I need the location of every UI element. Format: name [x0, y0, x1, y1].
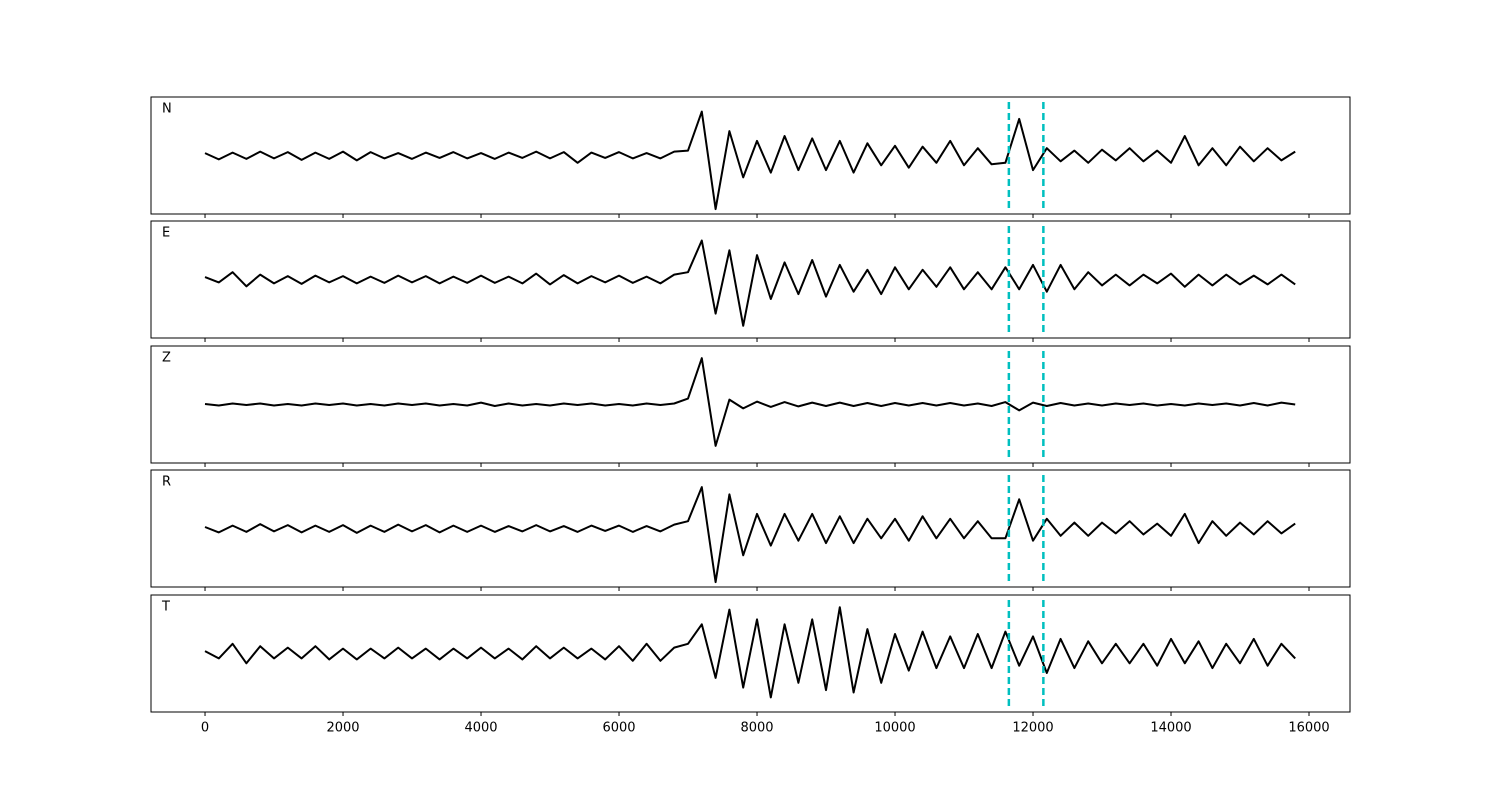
- x-tick-label: 0: [201, 721, 209, 736]
- panel-label: R: [162, 475, 171, 490]
- panel-label: E: [162, 226, 170, 241]
- panel-label: T: [161, 600, 170, 615]
- trace: [204, 239, 1296, 327]
- x-tick-label: 4000: [464, 721, 497, 736]
- x-tick-label: 16000: [1288, 721, 1329, 736]
- x-tick-label: 6000: [602, 721, 635, 736]
- trace: [204, 110, 1296, 211]
- panel-label: Z: [162, 351, 171, 366]
- panel-frame: [150, 220, 1351, 339]
- panel-label: N: [162, 102, 172, 117]
- x-tick-label: 10000: [874, 721, 915, 736]
- x-tick-label: 8000: [740, 721, 773, 736]
- x-tick-label: 2000: [326, 721, 359, 736]
- panel-frame: [150, 469, 1351, 588]
- trace: [204, 486, 1296, 584]
- x-tick-label: 14000: [1150, 721, 1191, 736]
- trace: [204, 606, 1296, 699]
- trace: [204, 357, 1296, 447]
- x-tick-label: 12000: [1012, 721, 1053, 736]
